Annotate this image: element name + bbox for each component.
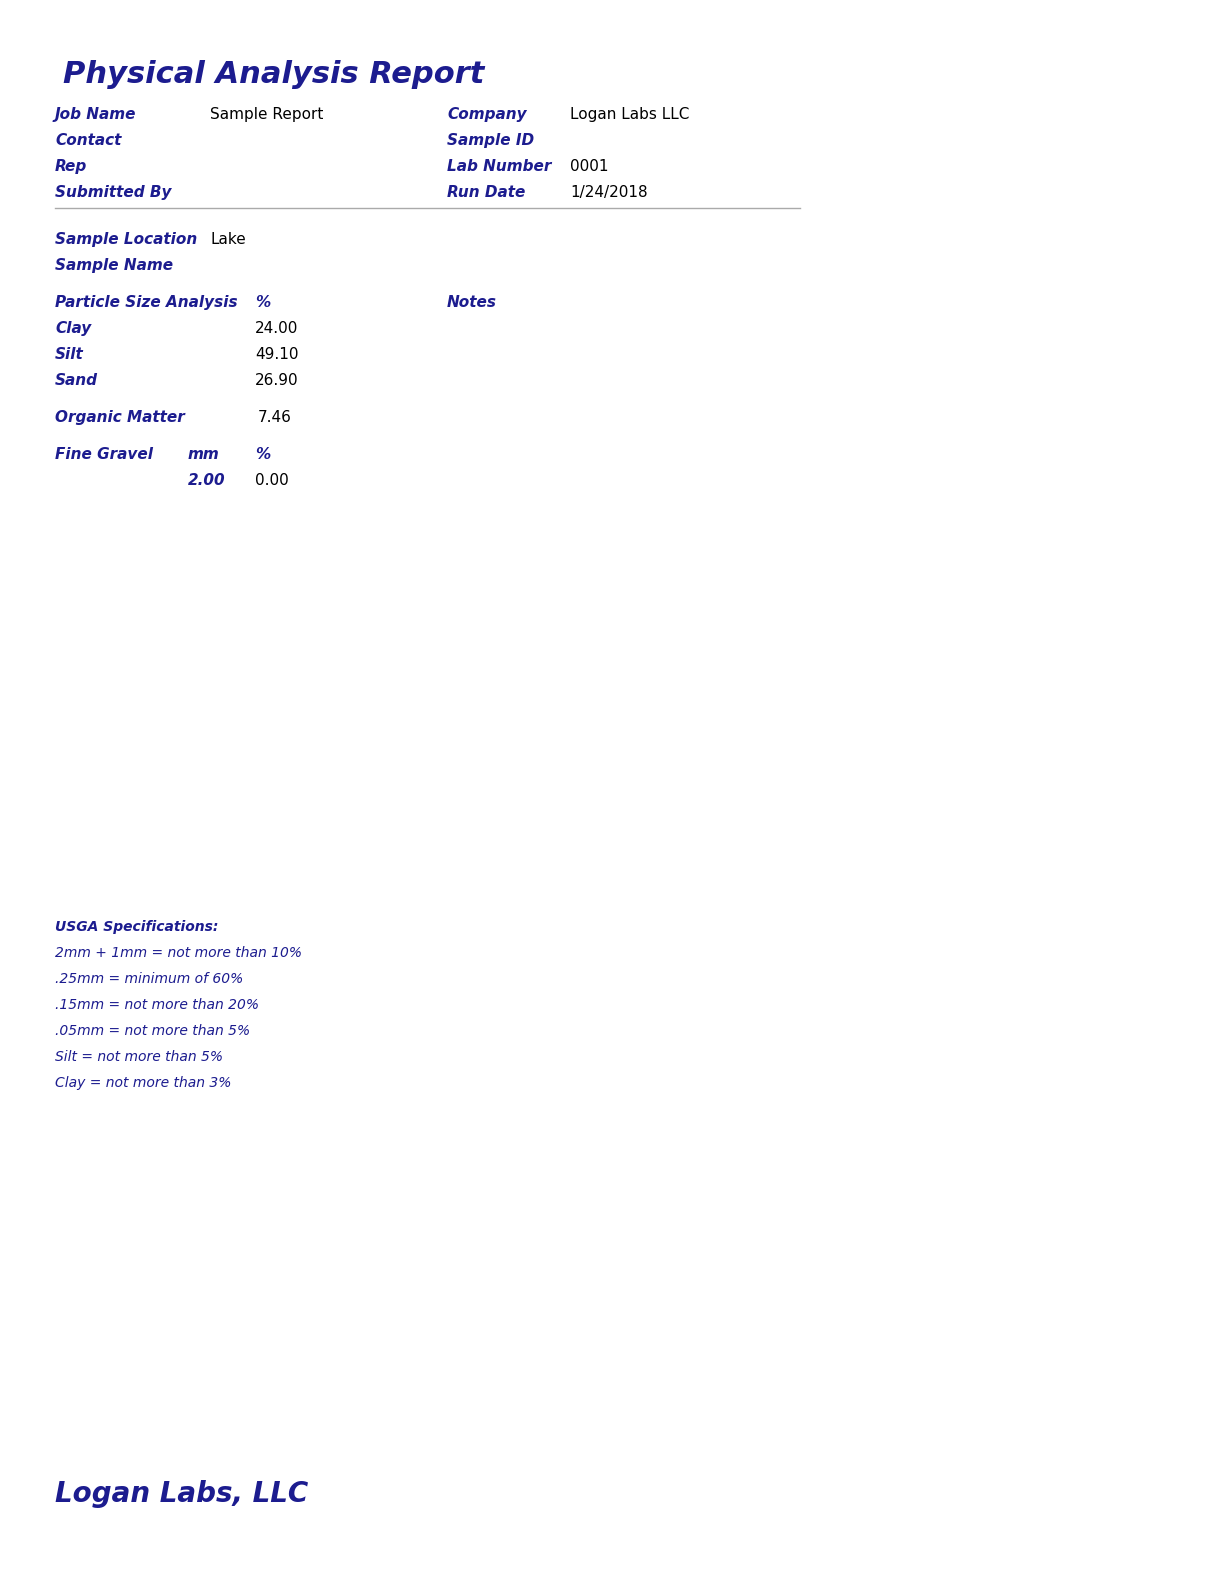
Text: %: %	[255, 448, 271, 462]
Text: Sample Location: Sample Location	[55, 233, 197, 247]
Text: Sand: Sand	[55, 372, 98, 388]
Text: .15mm = not more than 20%: .15mm = not more than 20%	[55, 998, 259, 1012]
Text: 2mm + 1mm = not more than 10%: 2mm + 1mm = not more than 10%	[55, 946, 302, 960]
Text: .25mm = minimum of 60%: .25mm = minimum of 60%	[55, 972, 243, 987]
Text: Logan Labs LLC: Logan Labs LLC	[571, 107, 690, 123]
Text: 0.00: 0.00	[255, 473, 289, 489]
Text: Run Date: Run Date	[447, 185, 526, 200]
Text: 1/24/2018: 1/24/2018	[571, 185, 647, 200]
Text: Logan Labs, LLC: Logan Labs, LLC	[55, 1480, 308, 1508]
Text: Sample Name: Sample Name	[55, 258, 174, 273]
Text: USGA Specifications:: USGA Specifications:	[55, 921, 219, 935]
Text: 2.00: 2.00	[188, 473, 226, 489]
Text: 7.46: 7.46	[259, 410, 291, 426]
Text: Fine Gravel: Fine Gravel	[55, 448, 153, 462]
Text: Physical Analysis Report: Physical Analysis Report	[63, 60, 484, 90]
Text: Lab Number: Lab Number	[447, 159, 551, 174]
Text: mm: mm	[188, 448, 220, 462]
Text: Sample ID: Sample ID	[447, 134, 534, 148]
Text: Sample Report: Sample Report	[210, 107, 323, 123]
Text: Submitted By: Submitted By	[55, 185, 171, 200]
Text: Lake: Lake	[210, 233, 245, 247]
Text: Silt = not more than 5%: Silt = not more than 5%	[55, 1049, 223, 1064]
Text: Clay = not more than 3%: Clay = not more than 3%	[55, 1076, 232, 1090]
Text: 26.90: 26.90	[255, 372, 299, 388]
Text: 24.00: 24.00	[255, 320, 299, 336]
Text: Contact: Contact	[55, 134, 121, 148]
Text: Silt: Silt	[55, 347, 84, 361]
Text: .05mm = not more than 5%: .05mm = not more than 5%	[55, 1024, 250, 1038]
Text: 0001: 0001	[571, 159, 608, 174]
Text: Clay: Clay	[55, 320, 91, 336]
Text: Company: Company	[447, 107, 527, 123]
Text: 49.10: 49.10	[255, 347, 299, 361]
Text: Particle Size Analysis: Particle Size Analysis	[55, 295, 238, 309]
Text: %: %	[255, 295, 271, 309]
Text: Notes: Notes	[447, 295, 497, 309]
Text: Organic Matter: Organic Matter	[55, 410, 185, 426]
Text: Job Name: Job Name	[55, 107, 136, 123]
Text: Rep: Rep	[55, 159, 87, 174]
